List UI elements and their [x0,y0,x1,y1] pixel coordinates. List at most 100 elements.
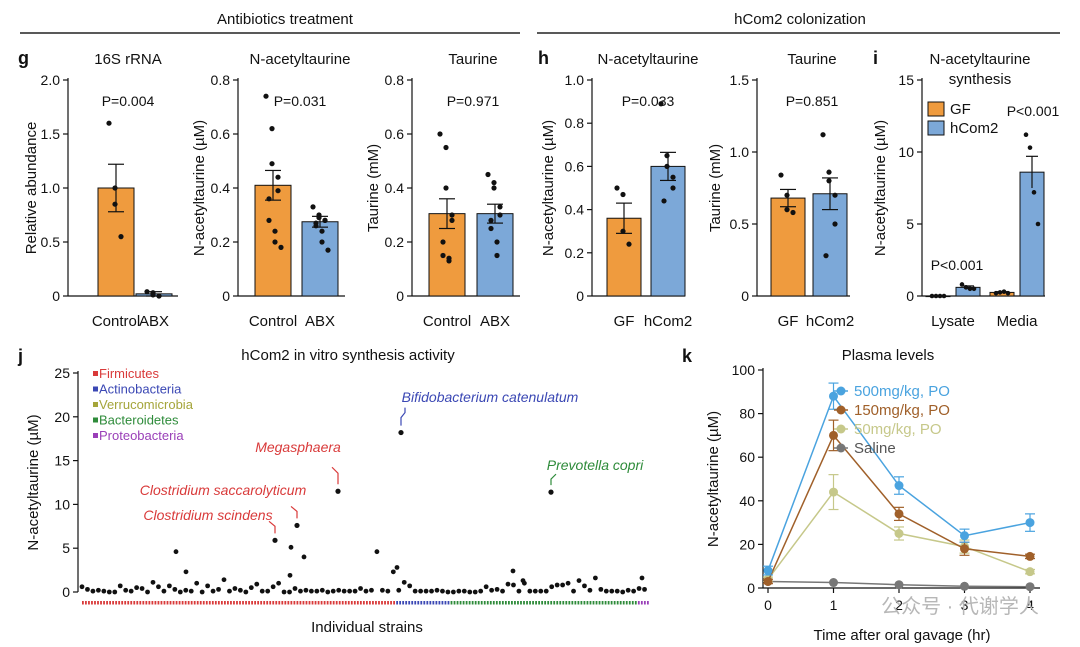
k-y-tick-label: 40 [739,493,755,509]
j-strip-bacteroidetes [598,601,601,605]
k-point-150mg/kg, PO [763,576,773,586]
j-point [199,589,205,595]
j-strip-firmicutes [97,601,99,605]
j-strip-firmicutes [166,601,169,605]
j-strip-bacteroidetes [595,601,598,605]
j-y-tick-label: 25 [54,365,70,381]
g1-point [112,185,118,191]
j-strip-bacteroidetes [589,601,592,605]
k-y-tick-label: 80 [739,406,755,422]
j-strip-bacteroidetes [604,601,607,605]
g2-point [319,228,325,234]
j-strip-firmicutes [127,601,130,605]
j-point-highlight [294,522,300,529]
g3-point [443,185,449,191]
k-y-tick-label: 60 [739,449,755,465]
j-strip-firmicutes [390,601,392,605]
j-strip-bacteroidetes [628,601,631,605]
i-legend-swatch-gf [927,101,945,117]
i-point [1031,190,1037,195]
j-strip-bacteroidetes [535,601,537,605]
j-point [265,588,271,594]
i-x-label-Lysate: Lysate [931,313,975,330]
j-strip-bacteroidetes [483,601,486,605]
j-strip-bacteroidetes [601,601,604,605]
j-point [500,588,505,594]
j-strip-bacteroidetes [553,601,556,605]
j-point [139,586,145,591]
j-point-highlight [335,488,341,494]
j-strip-actinobacteria [438,601,441,605]
j-point [440,588,445,594]
j-point [237,587,243,593]
k-point-50mg/kg, PO [829,487,838,497]
j-strip-bacteroidetes [501,601,504,605]
j-strip-firmicutes [136,601,139,605]
j-point [587,587,593,593]
j-strip-firmicutes [287,601,290,605]
j-strip-firmicutes [284,601,287,605]
j-strip-firmicutes [296,601,299,605]
k-point-500mg/kg, PO [1025,518,1035,528]
j-point [494,586,500,592]
j-strip-bacteroidetes [622,601,625,605]
j-x-label: Individual strains [311,619,423,636]
panel-letter-j: j [17,346,23,366]
k-y-tick-label: 20 [739,536,755,552]
g1-x-label-ABX: ABX [139,313,169,330]
j-strip-firmicutes [272,601,275,605]
j-point [467,589,473,595]
k-point-150mg/kg, PO [1025,551,1035,561]
g3-point [491,180,497,186]
j-strip-bacteroidetes [450,601,453,605]
i-point [993,290,999,296]
j-strip-firmicutes [227,601,229,605]
i-point [997,290,1003,295]
panel-letter-i: i [873,48,878,68]
j-strip-firmicutes [323,601,326,605]
charts-layer: 0 0.5 1.0 1.5 2.0 16S rRNA P=0.004 Relative abu… [23,51,1059,644]
g3-x-label-Control: Control [423,313,471,330]
j-strip-firmicutes [88,601,90,605]
j-strip-bacteroidetes [520,601,522,605]
j-strip-firmicutes [326,601,329,605]
j-strip-firmicutes [257,601,260,605]
j-strip-firmicutes [163,601,166,605]
j-strip-firmicutes [130,601,133,605]
j-y-tick-label: 5 [62,540,70,556]
j-point [254,581,260,587]
h1-y-tick-label: 0.6 [565,158,585,174]
j-strip-actinobacteria [432,601,435,605]
j-point [173,549,179,555]
j-strip-firmicutes [175,601,178,605]
j-strip-firmicutes [275,601,278,605]
j-strip-bacteroidetes [486,601,489,605]
g3-y-label: Taurine (mM) [365,144,382,232]
j-strip-actinobacteria [402,601,405,605]
g2-x-label-Control: Control [249,313,297,330]
j-point [287,589,292,595]
section-title-hcom2: hCom2 colonization [734,11,866,28]
j-point [232,586,238,591]
k-point-500mg/kg, PO [763,566,773,576]
h2-point [823,253,829,259]
j-strip-actinobacteria [408,601,411,605]
j-strip-firmicutes [208,601,211,605]
j-point [341,588,347,594]
k-legend-label: 500mg/kg, PO [854,383,950,400]
g2-bar-ABX [301,221,339,297]
g2-point [319,239,325,245]
j-point [298,588,303,594]
g3-point [449,217,455,223]
g1-point [144,289,150,295]
g3-point [497,212,503,218]
g1-y-tick-label: 0.5 [41,234,61,250]
j-point [188,588,194,594]
g2-title: N-acetyltaurine [250,51,351,68]
g2-y-label: N-acetyltaurine (µM) [191,120,208,256]
j-strip-firmicutes [236,601,238,605]
j-strip-firmicutes [193,601,196,605]
h1-y-label: N-acetyltaurine (µM) [540,120,557,256]
panel-letter-h: h [538,48,549,68]
h1-point [670,185,676,191]
